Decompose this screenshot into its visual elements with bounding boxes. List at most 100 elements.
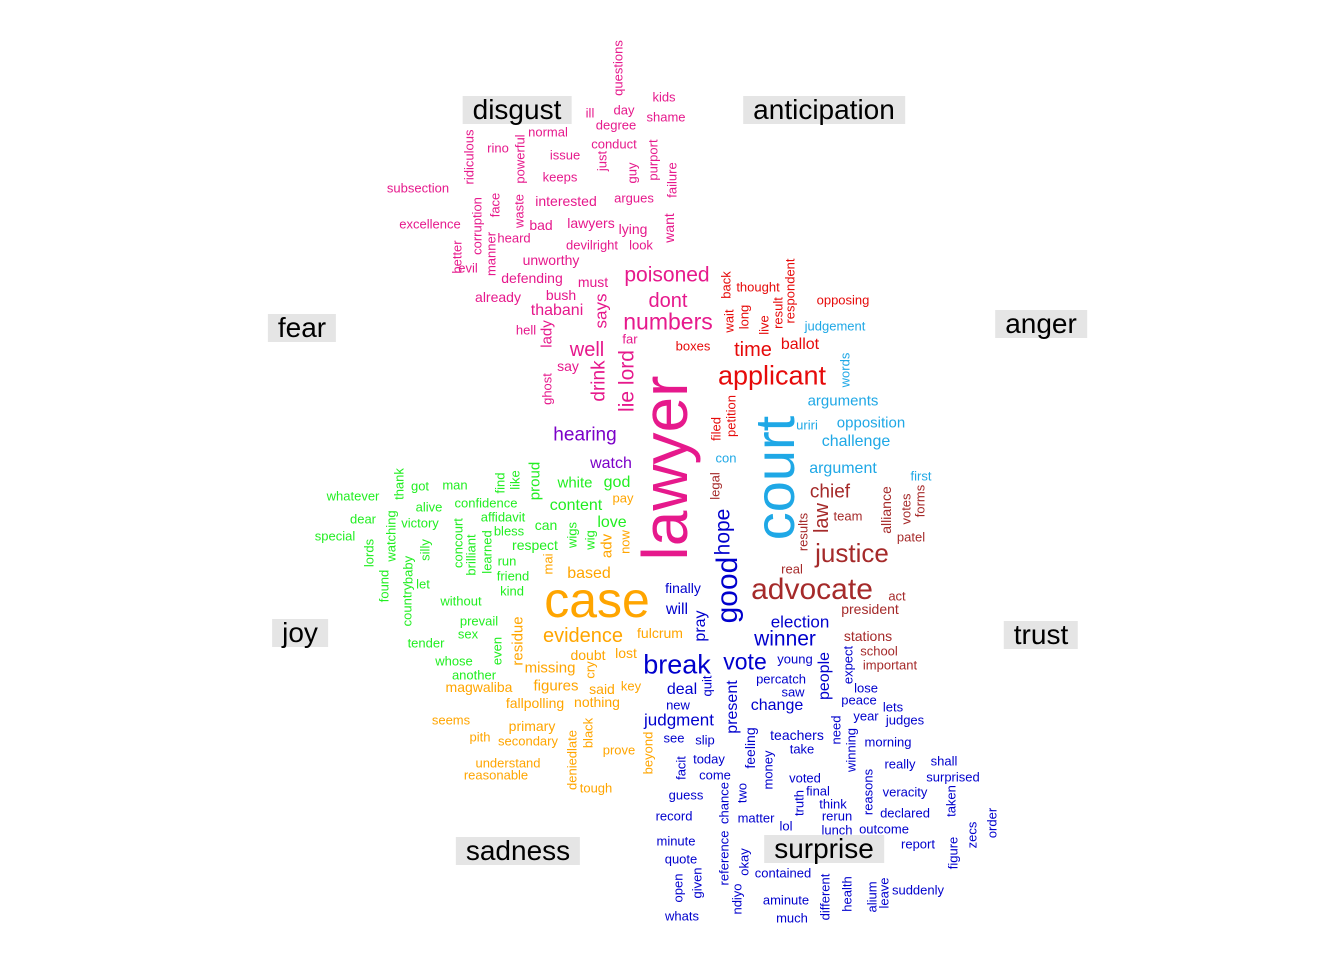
word-health: health [839,876,855,912]
word-peace: peace [841,692,877,708]
word-bless: bless [493,523,525,539]
word-morning: morning [864,734,912,750]
word-man: man [442,477,468,493]
word-key: key [620,678,642,694]
word-subsection: subsection [386,180,450,196]
word-sex: sex [457,626,479,642]
word-prove: prove [602,742,636,758]
word-come: come [699,767,731,783]
word-lying: lying [618,221,648,237]
category-label-trust: trust [1003,621,1079,649]
word-live: live [756,315,772,335]
word-lost: lost [615,645,637,661]
word-opposition: opposition [836,414,906,432]
word-based: based [567,565,611,582]
word-lady: lady [538,320,556,348]
word-defending: defending [501,270,563,286]
word-watch: watch [590,455,632,472]
word-even: even [489,636,505,666]
word-good: good [711,556,744,624]
word-challenge: challenge [821,433,891,450]
word-young: young [777,651,813,667]
word-interested: interested [535,193,597,209]
word-results: results [795,512,811,552]
word-advocate: advocate [751,573,873,606]
word-minute: minute [656,833,696,849]
word-doubt: doubt [570,647,606,663]
word-says: says [591,293,611,329]
word-team: team [833,508,863,524]
category-label-surprise: surprise [764,835,884,863]
word-final: final [806,783,830,799]
word-love: love [597,514,627,531]
word-judgement: judgement [804,318,866,334]
word-got: got [410,478,430,494]
word-content: content [549,497,603,514]
word-contained: contained [754,865,812,881]
word-opposing: opposing [816,292,870,308]
word-given: given [689,867,705,899]
word-quit: quit [699,675,715,697]
word-missing: missing [524,659,576,677]
word-present: present [724,680,741,734]
word-just: just [594,150,610,172]
word-arguments: arguments [807,392,879,410]
word-veracity: veracity [882,784,928,800]
word-reasonable: reasonable [463,767,529,783]
word-secondary: secondary [498,733,558,749]
word-legal: legal [707,472,723,500]
word-year: year [853,708,879,724]
word-take: take [789,741,815,757]
word-learned: learned [479,530,495,574]
word-understand: understand [475,755,541,771]
word-votes: votes [898,493,914,525]
word-election: election [770,612,830,632]
word-boxes: boxes [675,338,711,354]
word-break: break [643,649,711,680]
word-adv: adv [598,533,616,559]
word-okay: okay [736,848,752,876]
word-lie-lord: lie lord [615,350,639,412]
word-patel: patel [896,529,926,545]
word-vote: vote [723,648,767,675]
word-country: country [399,583,415,627]
word-fallpolling: fallpolling [505,695,565,711]
word-kids: kids [652,89,676,105]
word-confidence: confidence [454,495,518,511]
word-thabani: thabani [530,302,584,319]
word-thank: thank [391,468,407,500]
word-whats: whats [665,908,699,924]
word-shall: shall [930,753,958,769]
word-hearing: hearing [553,424,617,446]
word-lunch: lunch [821,822,853,838]
word-surprised: surprised [926,769,980,785]
word-reasons: reasons [860,768,876,816]
word-cry: cry [582,661,598,679]
word-bush: bush [545,287,577,303]
word-said: said [589,681,615,697]
word-find: find [492,472,508,494]
word-thought: thought [736,279,780,295]
word-open: open [670,873,686,903]
word-dear: dear [349,511,377,527]
word-questions: questions [610,40,626,96]
word-act: act [888,588,906,604]
word-record: record [655,808,693,824]
word-white: white [557,474,593,492]
word-lets: lets [882,699,904,715]
word-wait: wait [721,309,737,333]
word-leave: leave [876,877,892,909]
word-evil: evil [458,260,478,276]
word-waste: waste [511,194,527,228]
word-figures: figures [533,677,579,695]
word-victory: victory [401,515,439,531]
word-run: run [497,553,517,569]
word-kind: kind [500,583,524,599]
word-figure: figure [945,836,961,870]
word-truth: truth [791,789,807,817]
word-fulcrum: fulcrum [637,625,683,641]
word-president: president [841,601,899,617]
word-heard: heard [497,230,531,246]
word-beyond: beyond [640,731,656,775]
word-different: different [817,873,833,921]
